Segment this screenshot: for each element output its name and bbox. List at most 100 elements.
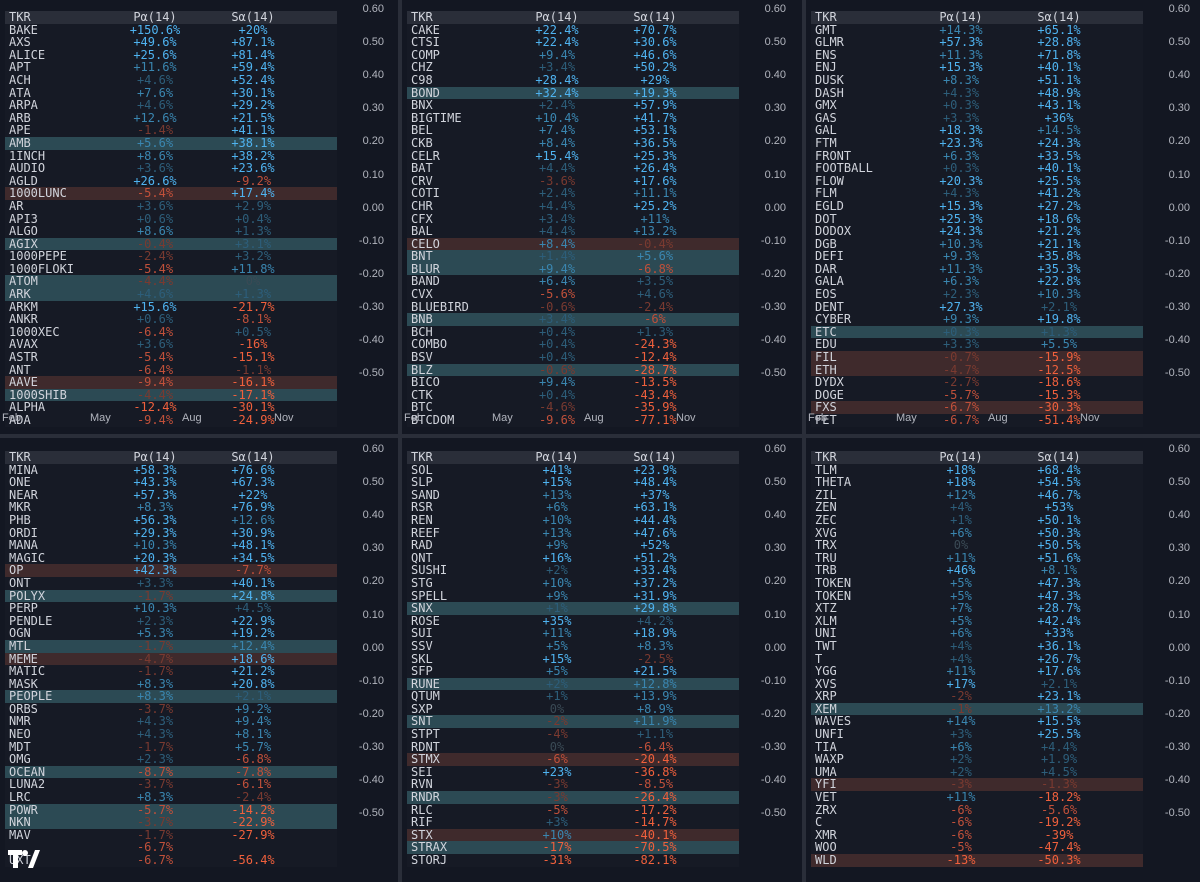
column-header-ticker[interactable]: TKR	[815, 450, 837, 464]
table-row[interactable]: NMR +4.3% +9.4%	[5, 715, 337, 728]
table-row[interactable]: GMT +14.3% +65.1%	[811, 23, 1143, 37]
table-row[interactable]: STRAX -17% -70.5%	[407, 841, 739, 854]
table-row[interactable]: OMG +2.3% -6.8%	[5, 753, 337, 766]
table-row[interactable]: DASH +4.3% +48.9%	[811, 86, 1143, 100]
column-header-ticker[interactable]: TKR	[9, 10, 31, 24]
table-row[interactable]: CHZ +3.4% +50.2%	[407, 61, 739, 74]
table-row[interactable]: 1000XEC -6.4% +0.5%	[5, 326, 337, 339]
table-row[interactable]: 1000LUNC -5.4% +17.4%	[5, 187, 337, 200]
table-row[interactable]: GLMR +57.3% +28.8%	[811, 36, 1143, 49]
price-scale[interactable]: 0.60 0.50 0.40 0.30 0.20 0.10 0.00 -0.10 -0.20 -0…	[742, 0, 798, 420]
table-row[interactable]: ARB +12.6% +21.5%	[5, 112, 337, 125]
column-header-p-alpha[interactable]: Pα(14)	[133, 10, 177, 24]
table-row[interactable]: YGG +11% +17.6%	[811, 665, 1143, 678]
table-row[interactable]: 1000FLOKI -5.4% +11.8%	[5, 263, 337, 276]
table-row[interactable]: CRV -3.6% +17.6%	[407, 175, 739, 188]
table-row[interactable]: ACH +4.6% +52.4%	[5, 74, 337, 87]
table-row[interactable]: RNDR -3% -26.4%	[407, 791, 739, 804]
table-row[interactable]: PENDLE +2.3% +22.9%	[5, 615, 337, 628]
table-row[interactable]: CELR +15.4% +25.3%	[407, 149, 739, 163]
table-row[interactable]: ENJ +15.3% +40.1%	[811, 61, 1143, 74]
table-row[interactable]: API3 +0.6% +0.4%	[5, 212, 337, 226]
table-row[interactable]: UNI +6% +33%	[811, 627, 1143, 640]
table-row[interactable]: FXS -6.7% -30.3%	[811, 401, 1143, 414]
table-row[interactable]: XEM -1% +13.2%	[811, 703, 1143, 716]
column-header-ticker[interactable]: TKR	[411, 450, 433, 464]
table-row[interactable]: BAT +4.4% +26.4%	[407, 162, 739, 175]
table-row[interactable]: ROSE +35% +4.2%	[407, 615, 739, 628]
table-row[interactable]: GALA +6.3% +22.8%	[811, 275, 1143, 288]
table-row[interactable]: DAR +11.3% +35.3%	[811, 263, 1143, 276]
table-row[interactable]: SNX +1% +29.8%	[407, 602, 739, 615]
table-row[interactable]: ATA +7.6% +30.1%	[5, 86, 337, 100]
table-row[interactable]: SSV +5% +8.3%	[407, 640, 739, 653]
table-row[interactable]: CVX -5.6% +4.6%	[407, 288, 739, 301]
column-header-p-alpha[interactable]: Pα(14)	[133, 450, 177, 464]
table-row[interactable]: FOOTBALL +0.3% +40.1%	[811, 162, 1143, 175]
table-row[interactable]: REEF +13% +47.6%	[407, 526, 739, 540]
pane-divider[interactable]	[0, 434, 1200, 438]
table-row[interactable]: BAND +6.4% +3.5%	[407, 275, 739, 288]
table-row[interactable]: OGN +5.3% +19.2%	[5, 627, 337, 640]
table-row[interactable]: BLUEBIRD -0.6% -2.4%	[407, 301, 739, 314]
table-row[interactable]: -6.7%	[5, 841, 337, 854]
table-row[interactable]: TIA +6% +4.4%	[811, 741, 1143, 754]
table-row[interactable]: BAL +4.4% +13.2%	[407, 225, 739, 238]
column-header-s-alpha[interactable]: Sα(14)	[1037, 450, 1081, 464]
table-row[interactable]: XRP -2% +23.1%	[811, 690, 1143, 703]
table-row[interactable]: BNB +3.4% -6%	[407, 313, 739, 326]
table-row[interactable]: DENT +27.3% +2.1%	[811, 301, 1143, 314]
table-row[interactable]: MTL -1.7% +12.4%	[5, 640, 337, 653]
table-row[interactable]: UMA +2% +4.5%	[811, 766, 1143, 779]
table-row[interactable]: ARPA +4.6% +29.2%	[5, 99, 337, 112]
column-header-p-alpha[interactable]: Pα(14)	[535, 10, 579, 24]
price-scale[interactable]: 0.60 0.50 0.40 0.30 0.20 0.10 0.00 -0.10 -0.20 -0…	[1146, 440, 1200, 860]
table-row[interactable]: ORBS -3.7% +9.2%	[5, 703, 337, 716]
table-row[interactable]: ZEN +4% +53%	[811, 501, 1143, 514]
table-row[interactable]: C -6% -19.2%	[811, 816, 1143, 829]
table-row[interactable]: BTCDOM -9.6% -77.1%	[407, 414, 739, 427]
table-row[interactable]: OP +42.3% -7.7%	[5, 564, 337, 577]
table-row[interactable]: CKB +8.4% +36.5%	[407, 137, 739, 150]
table-row[interactable]: ZIL +12% +46.7%	[811, 489, 1143, 502]
column-header-p-alpha[interactable]: Pα(14)	[939, 450, 983, 464]
time-scale[interactable]: Feb May Aug Nov	[402, 406, 742, 432]
column-header-s-alpha[interactable]: Sα(14)	[633, 10, 677, 24]
table-row[interactable]: ARK +4.6% +1.3%	[5, 288, 337, 301]
table-row[interactable]: CAKE +22.4% +70.7%	[407, 23, 739, 37]
table-row[interactable]: XMR -6% -39%	[811, 829, 1143, 842]
table-row[interactable]: TRU +11% +51.6%	[811, 552, 1143, 565]
pane-divider[interactable]	[802, 0, 806, 882]
table-row[interactable]: EGLD +15.3% +27.2%	[811, 200, 1143, 213]
column-header-p-alpha[interactable]: Pα(14)	[535, 450, 579, 464]
table-row[interactable]: 1INCH +8.6% +38.2%	[5, 149, 337, 163]
table-row[interactable]: ANKR +0.6% -8.1%	[5, 313, 337, 326]
table-row[interactable]: T +4% +26.7%	[811, 652, 1143, 666]
table-row[interactable]: SUSHI +2% +33.4%	[407, 564, 739, 577]
time-scale[interactable]: Feb May Aug Nov	[806, 406, 1146, 432]
table-row[interactable]: AR +3.6% +2.9%	[5, 200, 337, 213]
table-row[interactable]: APT +11.6% +59.4%	[5, 61, 337, 74]
table-row[interactable]: WAXP +2% +1.9%	[811, 753, 1143, 766]
price-scale[interactable]: 0.60 0.50 0.40 0.30 0.20 0.10 0.00 -0.10 -0.20 -0…	[1146, 0, 1200, 420]
table-row[interactable]: SNT -2% +11.9%	[407, 715, 739, 729]
table-row[interactable]: MAV -1.7% -27.9%	[5, 829, 337, 842]
table-row[interactable]: STORJ -31% -82.1%	[407, 854, 739, 867]
table-row[interactable]: RSR +6% +63.1%	[407, 501, 739, 514]
table-row[interactable]: GMX +0.3% +43.1%	[811, 99, 1143, 112]
table-row[interactable]: FLM +4.3% +41.2%	[811, 187, 1143, 200]
table-row[interactable]: SFP +5% +21.5%	[407, 665, 739, 678]
table-row[interactable]: CTSI +22.4% +30.6%	[407, 36, 739, 49]
table-row[interactable]: BIGTIME +10.4% +41.7%	[407, 112, 739, 125]
table-row[interactable]: DUSK +8.3% +51.1%	[811, 74, 1143, 87]
column-header-s-alpha[interactable]: Sα(14)	[633, 450, 677, 464]
table-row[interactable]: ORDI +29.3% +30.9%	[5, 526, 337, 540]
table-row[interactable]: STX +10% -40.1%	[407, 829, 739, 842]
table-row[interactable]: MDT -1.7% +5.7%	[5, 741, 337, 754]
table-row[interactable]: AGLD +26.6% -9.2%	[5, 175, 337, 188]
table-row[interactable]: BLZ -0.6% -28.7%	[407, 364, 739, 377]
table-row[interactable]: WAVES +14% +15.5%	[811, 715, 1143, 728]
table-row[interactable]: FIL -0.7% -15.9%	[811, 351, 1143, 364]
table-row[interactable]: POLYX -1.7% +24.8%	[5, 589, 337, 603]
table-row[interactable]: NKN -3.7% -22.9%	[5, 816, 337, 829]
